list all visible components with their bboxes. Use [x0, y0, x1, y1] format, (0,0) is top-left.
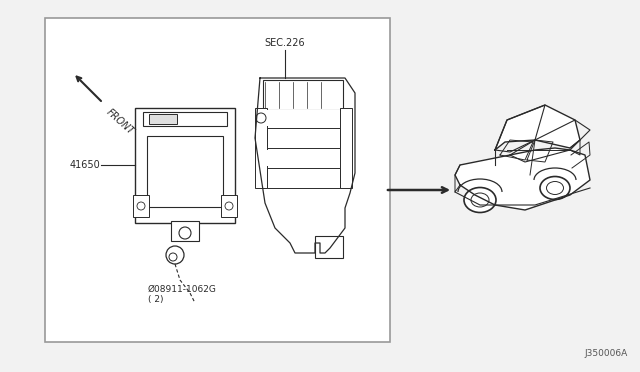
- Circle shape: [166, 246, 184, 264]
- Text: J350006A: J350006A: [585, 349, 628, 358]
- Bar: [263, 80, 343, 110]
- Bar: [133, 195, 149, 217]
- Bar: [149, 114, 177, 124]
- Bar: [45, 18, 390, 342]
- Bar: [315, 236, 343, 258]
- Bar: [255, 108, 267, 188]
- Circle shape: [137, 202, 145, 210]
- Bar: [143, 112, 227, 126]
- Circle shape: [169, 253, 177, 261]
- Bar: [267, 168, 340, 188]
- Bar: [171, 221, 199, 241]
- Polygon shape: [495, 105, 580, 150]
- Text: Ø08911-1062G
( 2): Ø08911-1062G ( 2): [148, 285, 217, 304]
- Circle shape: [256, 113, 266, 123]
- Text: 41650: 41650: [69, 160, 100, 170]
- Polygon shape: [455, 148, 590, 210]
- Bar: [221, 195, 237, 217]
- Bar: [267, 110, 340, 126]
- Bar: [267, 190, 297, 230]
- Ellipse shape: [547, 182, 563, 195]
- Bar: [267, 128, 340, 148]
- Bar: [267, 150, 340, 166]
- Ellipse shape: [471, 193, 489, 207]
- Ellipse shape: [464, 187, 496, 212]
- Circle shape: [225, 202, 233, 210]
- Circle shape: [179, 227, 191, 239]
- Bar: [147, 136, 223, 207]
- Text: FRONT: FRONT: [104, 107, 136, 137]
- Polygon shape: [255, 78, 355, 253]
- Bar: [340, 108, 352, 188]
- Bar: [135, 108, 235, 223]
- Text: SEC.226: SEC.226: [265, 38, 305, 48]
- Ellipse shape: [540, 176, 570, 199]
